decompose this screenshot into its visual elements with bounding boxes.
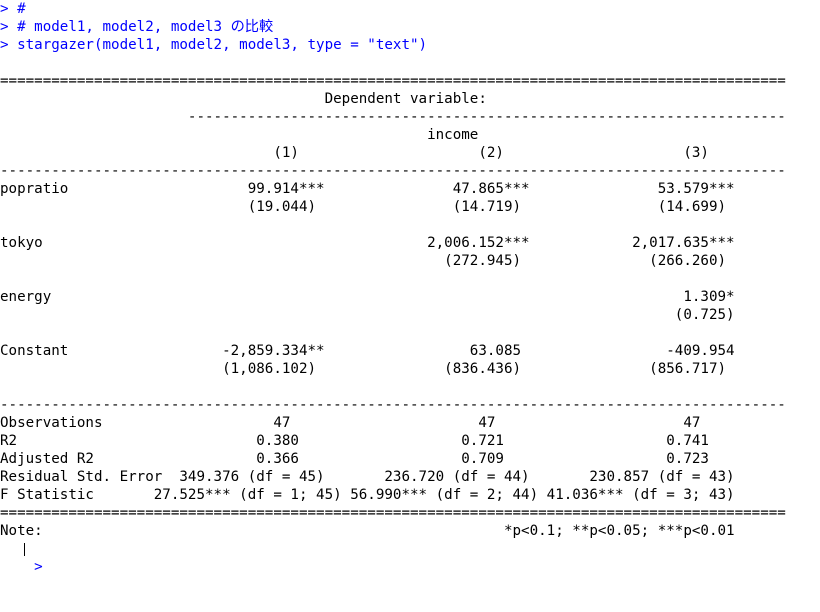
dependent-variable-name: income bbox=[0, 127, 479, 143]
coef-row-tokyo: tokyo 2,006.152*** 2,017.635*** bbox=[0, 235, 735, 251]
command-line-2: > # model1, model2, model3 の比較 bbox=[0, 19, 274, 35]
se-row-energy: (0.725) bbox=[0, 307, 735, 323]
table-bottom-rule: ========================================… bbox=[0, 505, 786, 521]
command-line-1: > # bbox=[0, 1, 26, 17]
header-bottom-rule: ----------------------------------------… bbox=[0, 163, 786, 179]
header-rule: ----------------------------------------… bbox=[0, 109, 786, 125]
stat-row-adjusted-r2: Adjusted R2 0.366 0.709 0.723 bbox=[0, 451, 709, 467]
r-console[interactable]: > # > # model1, model2, model3 の比較 > sta… bbox=[0, 0, 820, 575]
se-row-tokyo: (272.945) (266.260) bbox=[0, 253, 727, 269]
stat-row-residual-std-error: Residual Std. Error 349.376 (df = 45) 23… bbox=[0, 469, 735, 485]
input-prompt[interactable]: > bbox=[0, 540, 43, 575]
prompt-symbol: > bbox=[34, 559, 43, 575]
model-column-headers: (1) (2) (3) bbox=[0, 145, 709, 161]
command-line-3: > stargazer(model1, model2, model3, type… bbox=[0, 37, 428, 53]
stat-row-observations: Observations 47 47 47 bbox=[0, 415, 701, 431]
se-row-constant: (1,086.102) (836.436) (856.717) bbox=[0, 361, 727, 377]
se-row-popratio: (19.044) (14.719) (14.699) bbox=[0, 199, 727, 215]
coef-row-constant: Constant -2,859.334** 63.085 -409.954 bbox=[0, 343, 735, 359]
significance-note: Note: *p<0.1; **p<0.05; ***p<0.01 bbox=[0, 523, 735, 539]
coef-row-popratio: popratio 99.914*** 47.865*** 53.579*** bbox=[0, 181, 735, 197]
text-cursor bbox=[24, 543, 25, 556]
stats-top-rule: ----------------------------------------… bbox=[0, 397, 786, 413]
stat-row-r2: R2 0.380 0.721 0.741 bbox=[0, 433, 709, 449]
table-top-rule: ========================================… bbox=[0, 73, 786, 89]
coef-row-energy: energy 1.309* bbox=[0, 289, 735, 305]
stat-row-f-statistic: F Statistic 27.525*** (df = 1; 45) 56.99… bbox=[0, 487, 735, 503]
dependent-variable-header: Dependent variable: bbox=[0, 91, 487, 107]
